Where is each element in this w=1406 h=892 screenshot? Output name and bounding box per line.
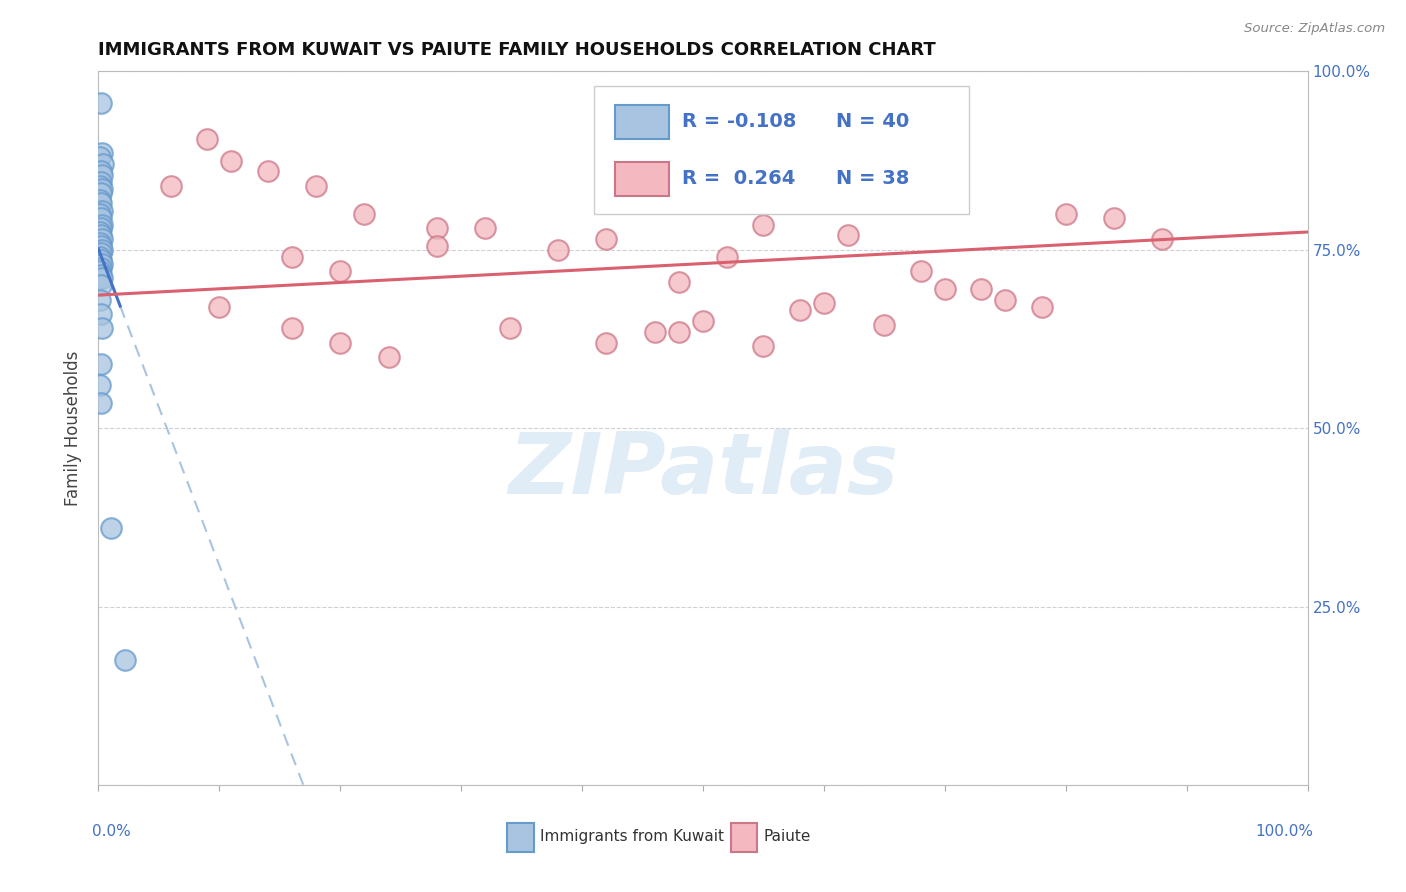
FancyBboxPatch shape: [595, 86, 969, 214]
Point: [89, 293, 111, 307]
Point: [910, 264, 932, 278]
Point: [90, 228, 112, 243]
Point: [90, 196, 112, 211]
Text: 100.0%: 100.0%: [1256, 824, 1313, 839]
Point: [281, 321, 304, 335]
Point: [114, 653, 136, 667]
Point: [90, 278, 112, 293]
Point: [89, 193, 111, 207]
Point: [89, 178, 111, 193]
Point: [91, 157, 114, 171]
FancyBboxPatch shape: [614, 162, 669, 196]
Point: [1152, 232, 1174, 246]
Point: [752, 339, 775, 353]
Point: [89, 150, 111, 164]
Point: [547, 243, 569, 257]
Point: [89, 235, 111, 250]
Point: [789, 303, 811, 318]
Point: [474, 221, 496, 235]
Point: [90, 239, 112, 253]
Text: N = 40: N = 40: [837, 112, 910, 131]
Point: [90, 221, 112, 235]
Point: [498, 321, 520, 335]
Point: [89, 225, 111, 239]
Point: [91, 243, 114, 257]
Point: [91, 321, 114, 335]
Point: [1031, 300, 1053, 314]
Point: [90, 357, 112, 371]
Point: [970, 282, 993, 296]
Point: [668, 325, 690, 339]
Point: [329, 335, 352, 350]
Point: [221, 153, 243, 168]
Text: Paiute: Paiute: [763, 829, 811, 844]
Point: [91, 232, 114, 246]
Text: Immigrants from Kuwait: Immigrants from Kuwait: [540, 829, 724, 844]
Point: [256, 164, 278, 178]
Text: N = 38: N = 38: [837, 169, 910, 188]
Point: [90, 175, 112, 189]
Point: [90, 307, 112, 321]
Point: [91, 182, 114, 196]
Y-axis label: Family Households: Family Households: [65, 351, 83, 506]
Point: [426, 239, 449, 253]
Point: [90, 164, 112, 178]
Point: [668, 275, 690, 289]
Point: [90, 253, 112, 268]
Text: 0.0%: 0.0%: [93, 824, 131, 839]
Point: [195, 132, 218, 146]
Point: [837, 228, 859, 243]
Point: [426, 221, 449, 235]
Point: [595, 232, 617, 246]
Point: [692, 314, 714, 328]
Point: [752, 218, 775, 232]
Point: [595, 335, 617, 350]
Point: [100, 521, 122, 535]
Point: [377, 350, 399, 364]
FancyBboxPatch shape: [508, 823, 534, 852]
Point: [813, 296, 835, 310]
Point: [329, 264, 352, 278]
Text: R =  0.264: R = 0.264: [682, 169, 796, 188]
Point: [90, 268, 112, 282]
Point: [91, 271, 114, 285]
Point: [90, 211, 112, 225]
Point: [160, 178, 183, 193]
Point: [91, 168, 114, 182]
Point: [644, 325, 666, 339]
Text: ZIPatlas: ZIPatlas: [508, 429, 898, 513]
Point: [91, 257, 114, 271]
Point: [90, 96, 112, 111]
Point: [89, 207, 111, 221]
Point: [89, 250, 111, 264]
Point: [281, 250, 304, 264]
Point: [89, 378, 111, 392]
Point: [353, 207, 375, 221]
Point: [91, 146, 114, 161]
Point: [716, 250, 738, 264]
FancyBboxPatch shape: [614, 105, 669, 139]
Point: [305, 178, 328, 193]
Point: [1054, 207, 1077, 221]
Point: [994, 293, 1017, 307]
Point: [90, 246, 112, 260]
Point: [89, 264, 111, 278]
Point: [873, 318, 896, 332]
Point: [91, 218, 114, 232]
Point: [90, 396, 112, 410]
Text: IMMIGRANTS FROM KUWAIT VS PAIUTE FAMILY HOUSEHOLDS CORRELATION CHART: IMMIGRANTS FROM KUWAIT VS PAIUTE FAMILY …: [98, 41, 936, 59]
Point: [934, 282, 956, 296]
Text: R = -0.108: R = -0.108: [682, 112, 797, 131]
Point: [1102, 211, 1125, 225]
Text: Source: ZipAtlas.com: Source: ZipAtlas.com: [1244, 22, 1385, 36]
FancyBboxPatch shape: [731, 823, 758, 852]
Point: [90, 260, 112, 275]
Point: [90, 186, 112, 200]
Point: [208, 300, 231, 314]
Point: [91, 203, 114, 218]
